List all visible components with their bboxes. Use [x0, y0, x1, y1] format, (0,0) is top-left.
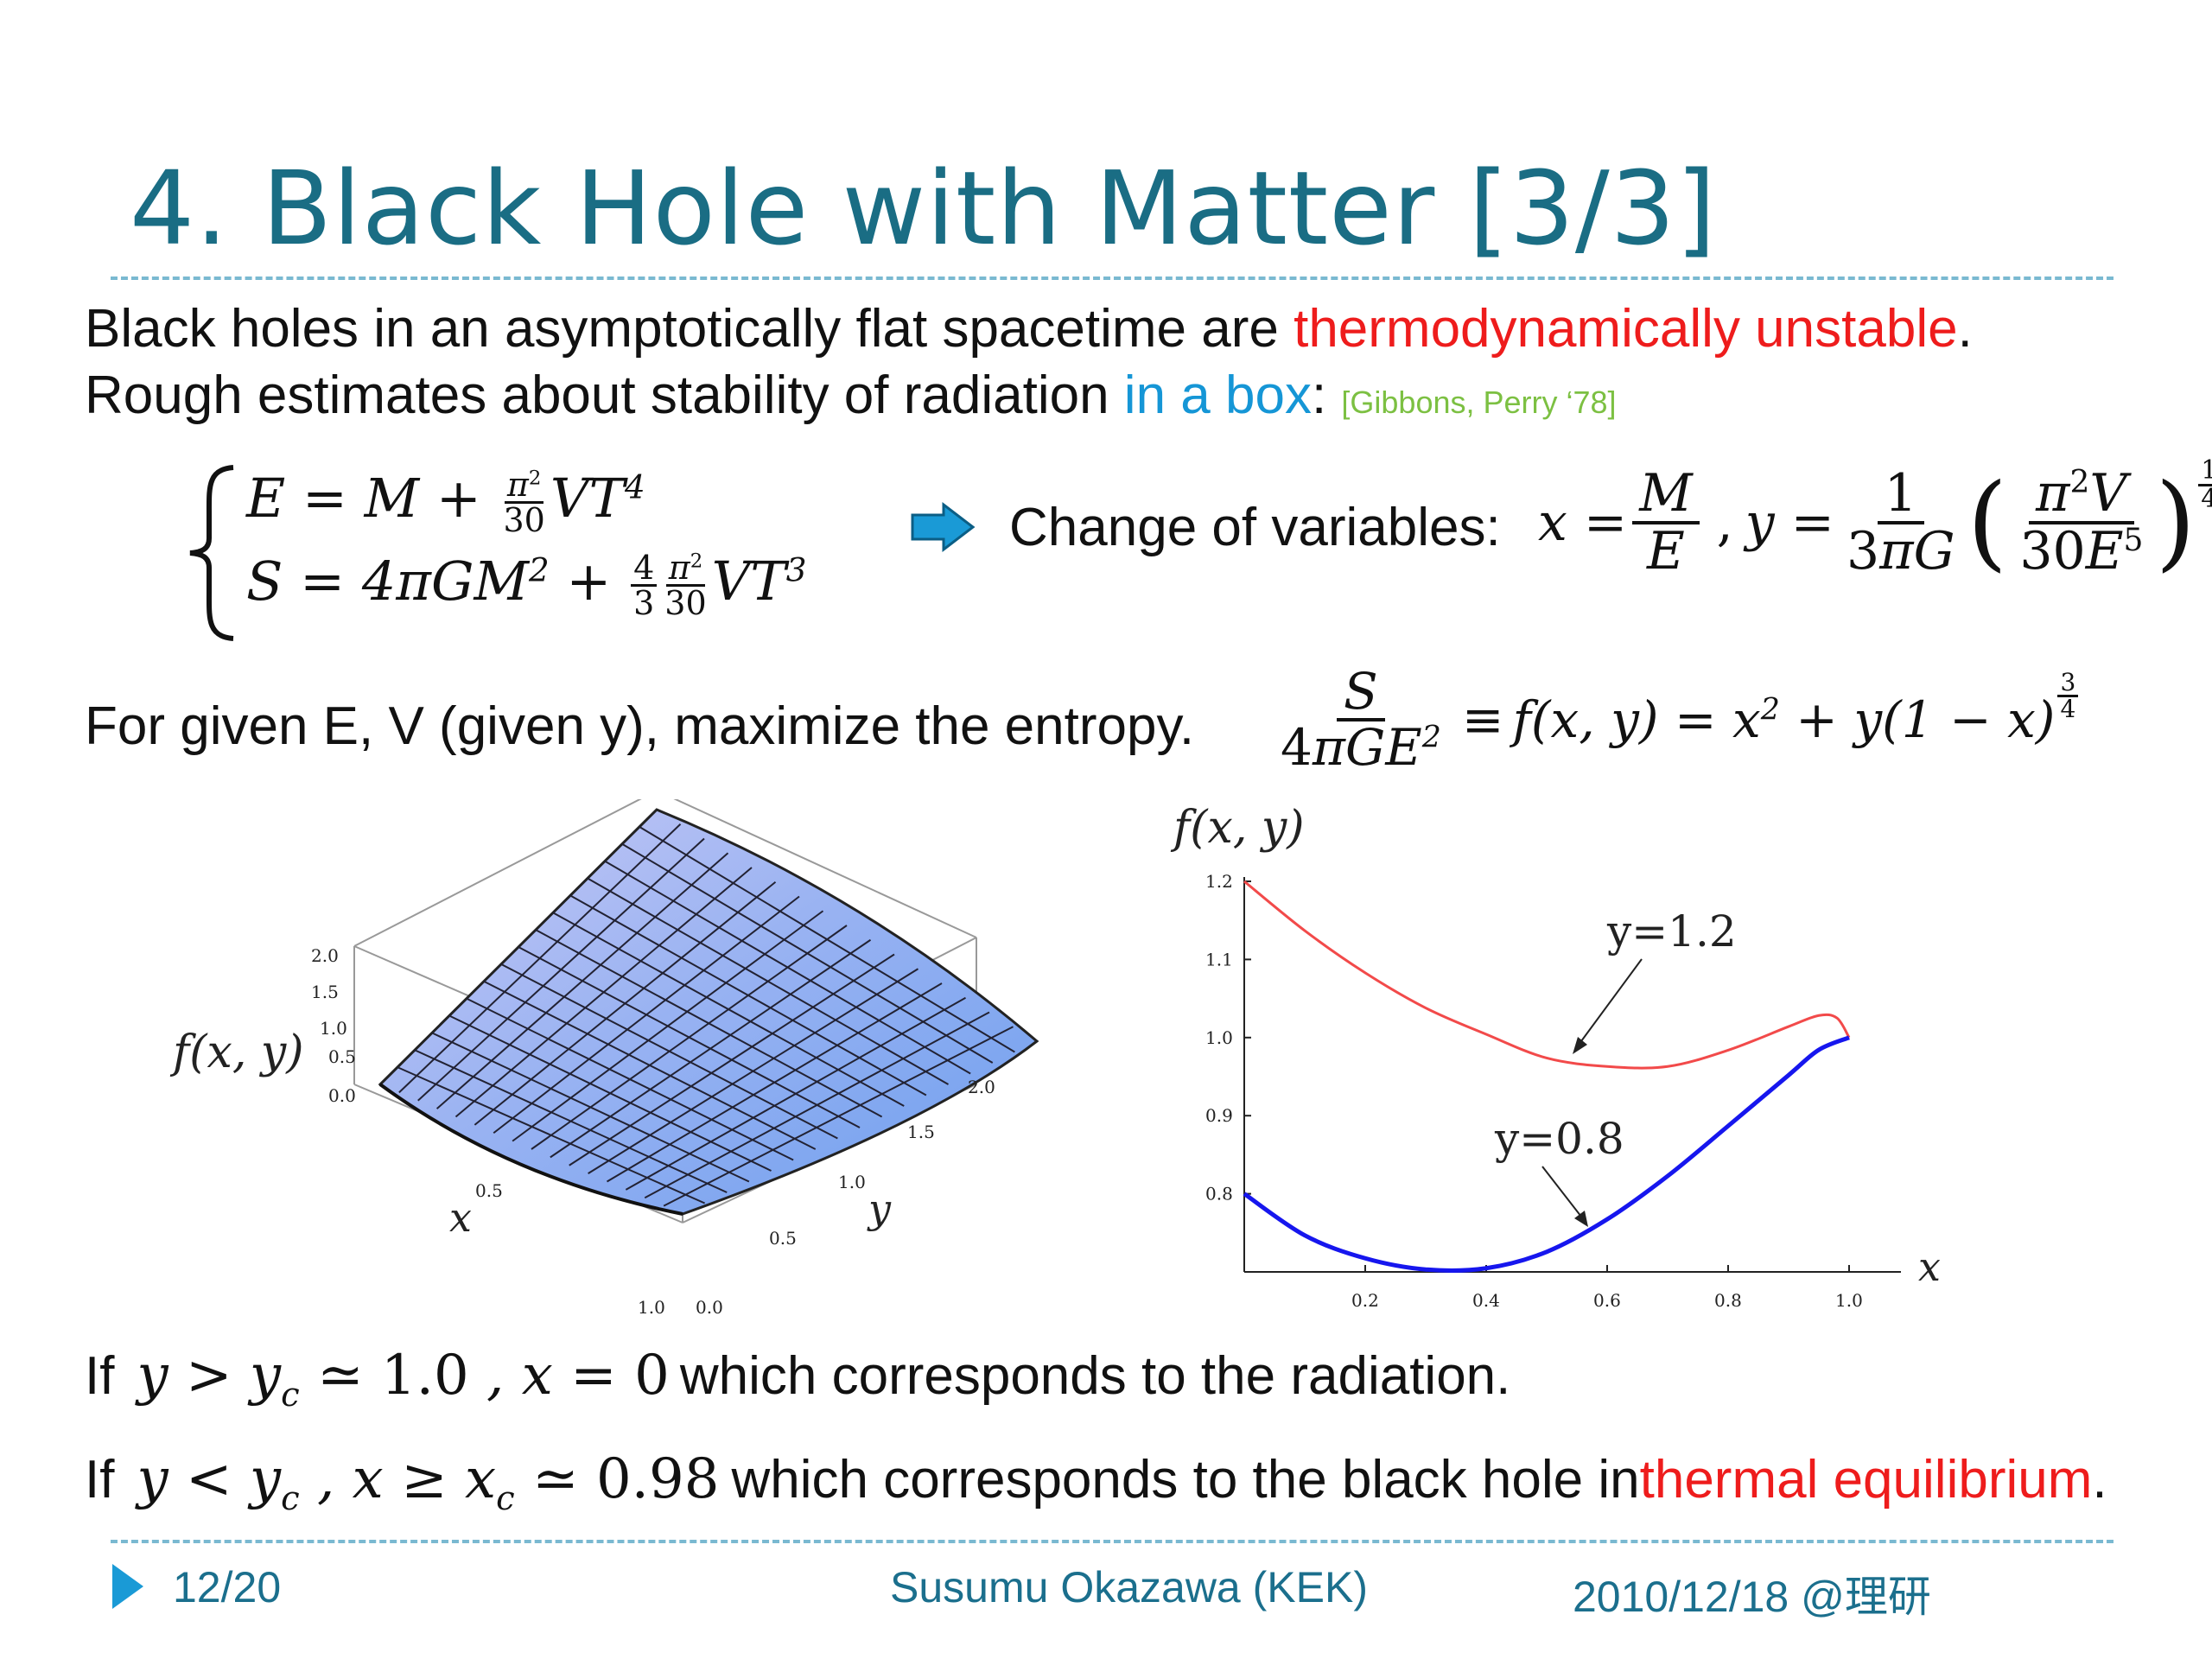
- condition-2-if: If: [85, 1450, 115, 1510]
- chart-x-tick-label: 1.0: [1835, 1290, 1863, 1311]
- z-tick: 0.5: [328, 1046, 356, 1067]
- left-brace: [189, 465, 234, 641]
- mesh-line: [587, 877, 949, 1085]
- chart-y-tick-label: 1.2: [1205, 871, 1233, 892]
- chart-x-tick-label: 0.6: [1593, 1290, 1621, 1311]
- slide-title: 4. Black Hole with Matter [3/3]: [130, 149, 1717, 268]
- chart-x-tick-label: 0.8: [1714, 1290, 1742, 1311]
- mesh-line: [531, 925, 848, 1150]
- entropy-equation: S = 4πGM2 + 4 3 π2 30 VT3: [246, 549, 807, 623]
- y-tick: 0.5: [769, 1228, 797, 1249]
- in-a-box-highlight: in a box: [1123, 365, 1312, 425]
- footer-divider: [111, 1540, 2113, 1543]
- mesh-line: [606, 982, 943, 1183]
- z-tick: 1.0: [320, 1018, 347, 1039]
- mesh-line: [552, 912, 905, 1107]
- page-number: 12/20: [173, 1563, 282, 1611]
- line-chart: f(x, y) 1.21.11.00.90.8 0.2 0.4 0.6 0.8 1.0 …: [1170, 802, 1941, 1311]
- chart-y-tick-label: 1.0: [1205, 1027, 1233, 1048]
- x-axis-label: x: [449, 1194, 472, 1241]
- mesh-line: [550, 938, 872, 1159]
- mesh-line: [588, 968, 919, 1174]
- thermal-equilibrium-highlight: thermal equilibrium: [1639, 1450, 2093, 1510]
- series-label-y08: y=0.8: [1494, 1114, 1624, 1164]
- x-tick: 1.0: [638, 1297, 665, 1318]
- y-axis-label: y: [867, 1185, 892, 1232]
- z-tick: 1.5: [311, 982, 339, 1002]
- annotation-arrow-y12: [1580, 958, 1643, 1042]
- intro-line-1-period: .: [1957, 299, 1973, 359]
- energy-equation: E = M + π2 30 VT4: [246, 466, 645, 540]
- chart-series-line: [1243, 1035, 1850, 1274]
- x-tick: 0.5: [475, 1180, 503, 1201]
- chart-series-line: [1243, 880, 1851, 1070]
- z-axis-label: f(x, y): [169, 1027, 304, 1078]
- condition-2-text: which corresponds to the black hole in: [731, 1450, 1640, 1510]
- annotation-arrow-y08: [1541, 1166, 1582, 1217]
- z-tick: 0.0: [328, 1085, 356, 1106]
- chart-y-tick-label: 0.9: [1205, 1105, 1233, 1126]
- mesh-line: [569, 953, 895, 1166]
- mesh-line: [621, 842, 994, 1064]
- mesh-line: [639, 826, 1015, 1053]
- condition-radiation: If y > yc ≃ 1.0 , x = 0 which correspond…: [85, 1344, 1511, 1414]
- chart-y-tick-label: 0.8: [1205, 1184, 1233, 1205]
- chart-x-tick-label: 0.2: [1351, 1290, 1379, 1311]
- chart-y-label: f(x, y): [1170, 802, 1305, 854]
- entropy-instruction: For given E, V (given y), maximize the e…: [85, 696, 1195, 756]
- y-tick: 1.0: [838, 1172, 866, 1192]
- condition-1-text: which corresponds to the radiation.: [679, 1346, 1511, 1406]
- intro-line-2-text: Rough estimates about stability of radia…: [85, 365, 1124, 425]
- mesh-line: [644, 1011, 990, 1199]
- play-triangle-icon: [112, 1564, 143, 1609]
- right-arrow-icon: [911, 501, 976, 553]
- footer-author: Susumu Okazawa (KEK): [890, 1563, 1368, 1611]
- y-tick: 0.0: [696, 1297, 723, 1318]
- chart-x-tick-label: 0.4: [1472, 1290, 1500, 1311]
- intro-line-2-colon: :: [1311, 365, 1342, 425]
- change-of-variables-label: Change of variables:: [1009, 498, 1501, 557]
- intro-line-2: Rough estimates about stability of radia…: [85, 365, 1617, 426]
- condition-1-if: If: [85, 1346, 115, 1406]
- unstable-highlight: thermodynamically unstable: [1294, 299, 1958, 359]
- y-tick: 1.5: [907, 1122, 935, 1142]
- condition-black-hole: If y < yc , x ≥ xc ≃ 0.98 which correspo…: [85, 1447, 2107, 1518]
- citation: [Gibbons, Perry ‘78]: [1341, 385, 1617, 420]
- mesh-line: [569, 894, 927, 1096]
- mesh-line: [625, 996, 966, 1191]
- intro-line-1: Black holes in an asymptotically flat sp…: [85, 298, 1973, 359]
- title-divider: [111, 276, 2113, 280]
- mesh-line: [663, 1026, 1014, 1207]
- chart-x-label: x: [1918, 1243, 1941, 1290]
- footer-date: 2010/12/18 @理研: [1573, 1573, 1931, 1621]
- mesh-line: [535, 929, 883, 1118]
- y-tick: 2.0: [968, 1077, 995, 1097]
- z-tick: 2.0: [311, 945, 339, 966]
- mesh-line: [604, 860, 971, 1075]
- condition-2-period: .: [2092, 1450, 2107, 1510]
- surface-plot: 2.0 1.5 1.0 0.5 0.0 0.5 1.0 0.0 0.5 1.0 …: [169, 799, 1039, 1318]
- intro-line-1-text: Black holes in an asymptotically flat sp…: [85, 299, 1294, 359]
- entropy-function-formula: S 4πGE2 ≡ f(x, y) = x2 + y(1 − x) 3 4: [1268, 665, 2081, 774]
- series-label-y12: y=1.2: [1606, 906, 1737, 957]
- chart-y-tick-label: 1.1: [1205, 949, 1233, 969]
